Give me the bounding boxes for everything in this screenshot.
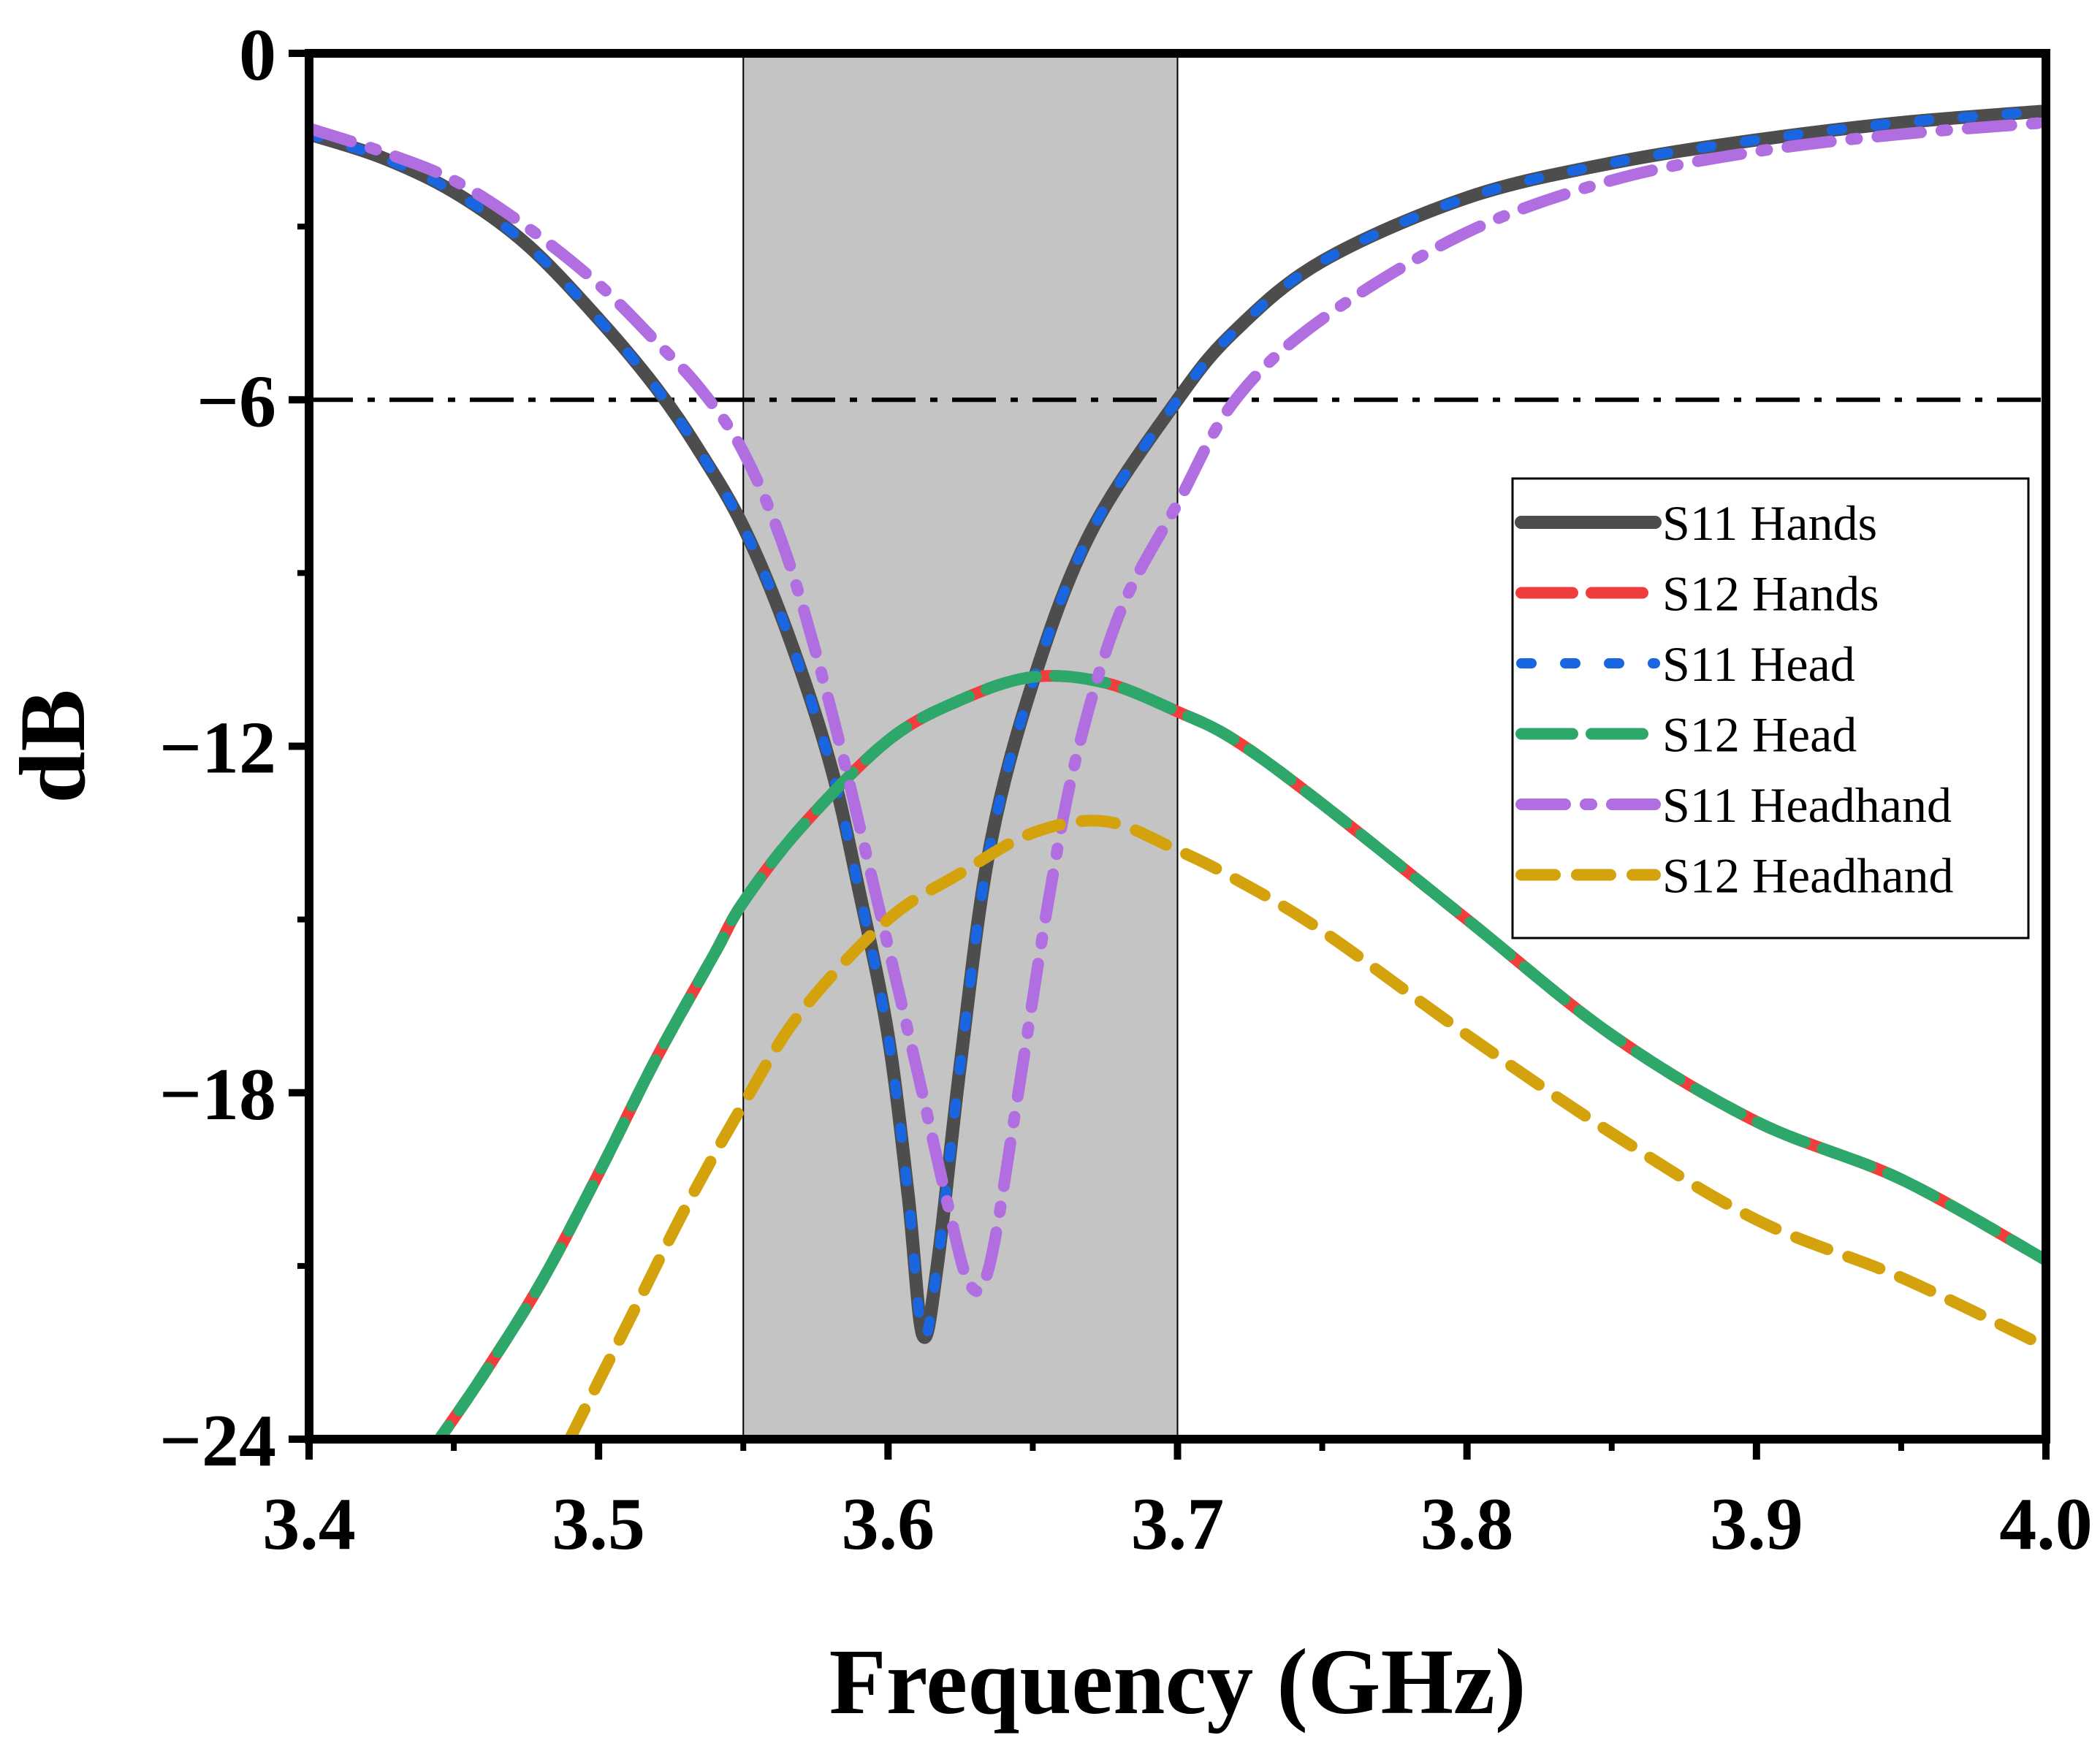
x-axis-title: Frequency (GHz) xyxy=(829,1630,1526,1734)
x-tick-label: 3.5 xyxy=(552,1483,645,1566)
x-tick-label: 3.6 xyxy=(842,1483,935,1566)
series-line-s12-headhand xyxy=(563,815,2046,1439)
legend-label-s12-headhand: S12 Headhand xyxy=(1662,848,1953,904)
y-tick-label: −24 xyxy=(159,1400,276,1482)
series-line-s11-head xyxy=(309,106,2046,1343)
legend-label-s12-hands: S12 Hands xyxy=(1662,566,1879,622)
x-tick-labels: 3.4 3.5 3.6 3.7 3.8 3.9 4.0 xyxy=(262,1483,2093,1566)
y-tick-label: 0 xyxy=(239,14,276,96)
legend-label-s11-headhand: S11 Headhand xyxy=(1662,777,1952,833)
legend: S11 Hands S12 Hands S11 Head S12 Head S11 He… xyxy=(1511,477,2030,939)
legend-label-s11-head: S11 Head xyxy=(1662,636,1855,692)
series-line-s11-headhand xyxy=(309,116,2046,1297)
legend-label-s11-hands: S11 Hands xyxy=(1662,495,1877,551)
shaded-band xyxy=(742,53,1179,1440)
legend-box xyxy=(1511,477,2030,939)
y-tick-label: −6 xyxy=(197,360,276,443)
y-tick-labels: −24 −18 −12 −6 0 xyxy=(159,14,276,1482)
y-tick-label: −18 xyxy=(159,1053,276,1136)
series-line-s12-head xyxy=(433,670,2046,1439)
x-tick-label: 3.8 xyxy=(1420,1483,1514,1566)
x-tick-label: 3.4 xyxy=(262,1483,356,1566)
x-tick-label: 3.9 xyxy=(1710,1483,1803,1566)
series-layer xyxy=(309,104,2046,1439)
y-tick-label: −12 xyxy=(159,707,276,790)
x-tick-label: 3.7 xyxy=(1131,1483,1225,1566)
y-axis-title: dB xyxy=(1,689,104,804)
plot-frame xyxy=(305,49,2050,1444)
legend-label-s12-head: S12 Head xyxy=(1662,707,1857,763)
x-tick-label: 4.0 xyxy=(1999,1483,2093,1566)
